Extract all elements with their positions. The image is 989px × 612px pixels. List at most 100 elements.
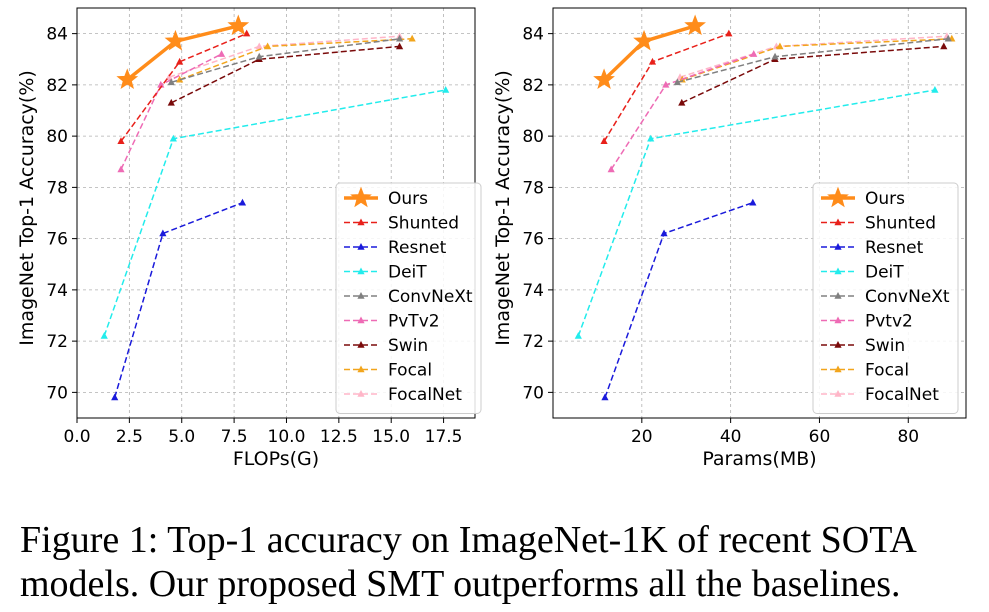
data-point xyxy=(771,52,779,60)
series-line xyxy=(120,32,247,142)
legend-label: DeiT xyxy=(388,263,427,283)
y-tick-label: 70 xyxy=(46,383,68,403)
data-point-star xyxy=(164,29,187,51)
data-point xyxy=(255,52,263,60)
legend-item-focalnet: FocalNet xyxy=(344,385,462,405)
legend-label: FocalNet xyxy=(865,385,939,405)
legend-box xyxy=(335,182,482,414)
data-point xyxy=(940,42,948,50)
data-point-star xyxy=(633,29,655,51)
x-axis-label: Params(MB) xyxy=(702,448,816,470)
legend-marker xyxy=(357,267,365,275)
data-point xyxy=(601,393,609,401)
caption-line-2: models. Our proposed SMT outperforms all… xyxy=(20,563,901,605)
legend-label: ConvNeXt xyxy=(388,287,473,307)
x-tick-label: 20 xyxy=(631,427,653,447)
x-tick-label: 10.0 xyxy=(268,427,306,447)
y-tick-label: 82 xyxy=(522,76,544,96)
series-pvtv2 xyxy=(607,50,758,173)
figure-caption: Figure 1: Top-1 accuracy on ImageNet-1K … xyxy=(20,518,980,606)
legend-marker xyxy=(834,316,842,324)
legend: Ours Shunted Resnet DeiT ConvNeXt Pvtv2 Swin Fo… xyxy=(812,182,959,414)
legend-label: Resnet xyxy=(388,238,447,258)
data-point xyxy=(725,29,733,37)
legend-label: Ours xyxy=(865,189,905,209)
legend-label: DeiT xyxy=(865,263,904,283)
legend-marker xyxy=(357,243,365,250)
legend-item-deit: DeiT xyxy=(344,263,427,283)
y-tick-label: 82 xyxy=(46,76,68,96)
data-point xyxy=(264,42,272,50)
y-tick-label: 70 xyxy=(522,383,544,403)
legend-item-focal: Focal xyxy=(821,361,909,381)
legend-label: Pvtv2 xyxy=(865,312,913,332)
data-point xyxy=(395,42,404,50)
data-point xyxy=(600,137,608,145)
series-swin xyxy=(167,42,404,106)
legend-marker xyxy=(834,390,842,397)
series-line xyxy=(610,53,754,170)
data-point xyxy=(750,50,758,57)
legend-label: Shunted xyxy=(388,214,459,234)
legend-label: FocalNet xyxy=(388,385,462,405)
data-point xyxy=(255,42,263,50)
y-tick-label: 76 xyxy=(522,230,544,250)
series-focalnet xyxy=(676,32,951,80)
data-point-star xyxy=(593,68,615,89)
y-axis-label: ImageNet Top-1 Accuracy(%) xyxy=(492,70,514,346)
legend-box xyxy=(812,182,959,414)
legend-item-convnext: ConvNeXt xyxy=(821,287,950,307)
data-point xyxy=(165,73,173,80)
data-point xyxy=(408,34,416,42)
data-point xyxy=(157,80,165,88)
legend-item-convnext: ConvNeXt xyxy=(344,287,473,307)
legend-item-swin: Swin xyxy=(821,336,905,356)
series-line xyxy=(168,35,400,78)
legend-label: Swin xyxy=(388,336,428,356)
series-line xyxy=(170,45,400,104)
legend-label: Focal xyxy=(388,361,432,381)
legend-marker xyxy=(357,316,365,324)
series-line xyxy=(681,45,944,104)
legend-item-shunted: Shunted xyxy=(821,214,936,234)
caption-line-1: Figure 1: Top-1 accuracy on ImageNet-1K … xyxy=(20,519,917,561)
legend-item-resnet: Resnet xyxy=(344,238,447,258)
x-axis-label: FLOPs(G) xyxy=(233,448,319,470)
legend-label: Shunted xyxy=(865,214,936,234)
series-deit xyxy=(100,86,450,339)
legend-item-resnet: Resnet xyxy=(821,238,924,258)
y-tick-label: 80 xyxy=(46,127,68,147)
data-point xyxy=(117,137,125,145)
data-point xyxy=(749,198,757,206)
legend-label: Resnet xyxy=(865,238,924,258)
data-point xyxy=(167,78,175,86)
x-tick-label: 60 xyxy=(809,427,831,447)
chart-panel-1: 0.0 2.5 5.0 7.5 10.0 12.5 15.0 17.5 70 72 74 76 78 80… xyxy=(16,7,482,470)
y-tick-label: 76 xyxy=(46,230,68,250)
data-point xyxy=(238,198,247,206)
x-tick-label: 12.5 xyxy=(320,427,358,447)
x-tick-label: 40 xyxy=(720,427,742,447)
series-shunted xyxy=(117,29,251,145)
series-focal xyxy=(176,34,416,83)
legend-item-focal: Focal xyxy=(344,361,432,381)
data-point-star xyxy=(684,14,706,36)
legend-marker xyxy=(357,341,365,348)
y-tick-label: 74 xyxy=(46,281,68,301)
series-ours xyxy=(116,14,250,89)
legend-marker xyxy=(357,390,365,397)
y-tick-label: 78 xyxy=(522,178,544,198)
series-convnext xyxy=(167,34,404,86)
figure: 0.0 2.5 5.0 7.5 10.0 12.5 15.0 17.5 70 72 74 76 78 80… xyxy=(16,7,967,470)
x-tick-label: 7.5 xyxy=(221,427,248,447)
series-swin xyxy=(678,42,948,106)
series-focal xyxy=(678,34,956,83)
data-point xyxy=(167,98,175,106)
data-point xyxy=(944,34,952,42)
x-tick-label: 2.5 xyxy=(116,427,143,447)
data-point xyxy=(648,57,657,65)
legend-marker xyxy=(834,365,842,373)
data-point xyxy=(931,86,939,93)
legend-marker xyxy=(357,218,365,226)
series-line xyxy=(113,202,243,398)
